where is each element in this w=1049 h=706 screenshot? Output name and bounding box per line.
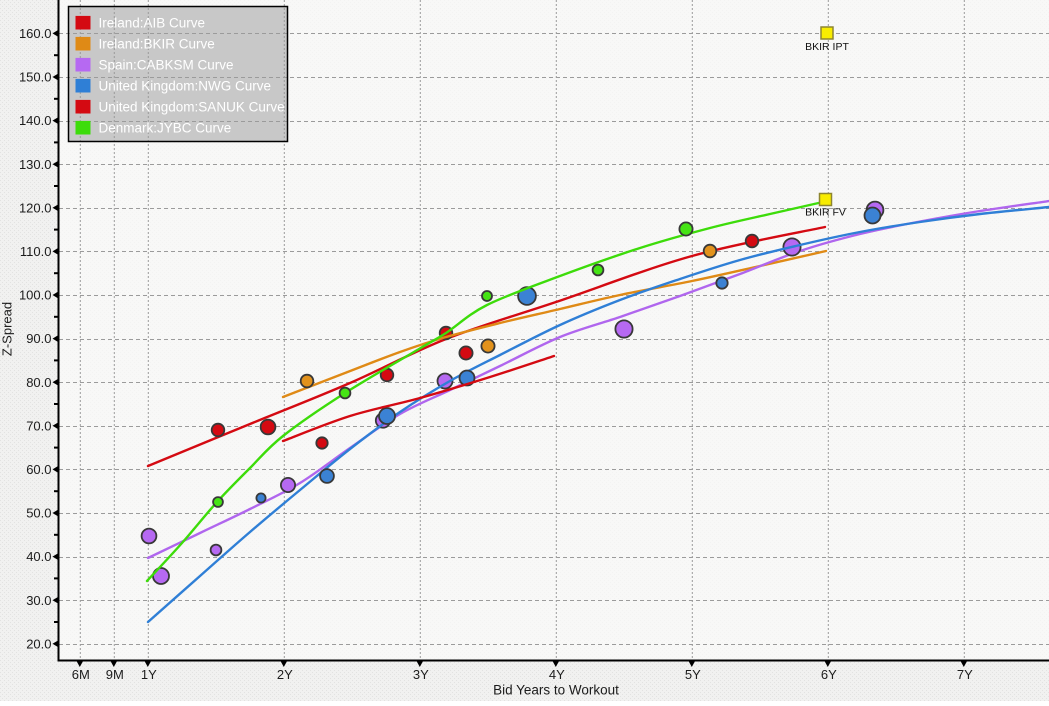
svg-text:1Y: 1Y: [141, 667, 157, 682]
svg-text:120.0: 120.0: [19, 200, 52, 215]
svg-text:3Y: 3Y: [413, 667, 429, 682]
svg-text:BKIR IPT: BKIR IPT: [805, 41, 849, 53]
svg-text:160.0: 160.0: [19, 26, 52, 41]
svg-text:90.0: 90.0: [26, 331, 51, 346]
svg-text:60.0: 60.0: [26, 462, 51, 477]
svg-text:United Kingdom:SANUK Curve: United Kingdom:SANUK Curve: [99, 100, 285, 115]
svg-text:Denmark:JYBC Curve: Denmark:JYBC Curve: [99, 121, 232, 136]
svg-text:5Y: 5Y: [685, 667, 701, 682]
svg-text:110.0: 110.0: [20, 244, 52, 259]
svg-text:20.0: 20.0: [26, 636, 51, 651]
svg-text:80.0: 80.0: [26, 375, 51, 390]
svg-text:2Y: 2Y: [277, 667, 293, 682]
svg-text:BKIR FV: BKIR FV: [805, 207, 846, 219]
svg-text:130.0: 130.0: [19, 157, 52, 172]
svg-text:6M: 6M: [72, 667, 90, 682]
svg-text:70.0: 70.0: [26, 418, 51, 433]
svg-text:Ireland:BKIR Curve: Ireland:BKIR Curve: [99, 37, 215, 52]
svg-text:6Y: 6Y: [821, 667, 837, 682]
svg-text:40.0: 40.0: [26, 549, 51, 564]
svg-text:150.0: 150.0: [19, 70, 52, 85]
svg-text:140.0: 140.0: [19, 113, 52, 128]
svg-text:Bid Years to Workout: Bid Years to Workout: [493, 683, 619, 698]
svg-text:Spain:CABKSM Curve: Spain:CABKSM Curve: [99, 58, 234, 73]
svg-text:Z-Spread: Z-Spread: [0, 302, 15, 356]
svg-text:4Y: 4Y: [549, 667, 565, 682]
svg-text:United Kingdom:NWG Curve: United Kingdom:NWG Curve: [99, 79, 272, 94]
svg-text:7Y: 7Y: [957, 667, 973, 682]
svg-text:30.0: 30.0: [26, 593, 51, 608]
svg-text:9M: 9M: [106, 667, 124, 682]
svg-text:50.0: 50.0: [26, 506, 51, 521]
svg-text:100.0: 100.0: [19, 288, 52, 303]
svg-text:Ireland:AIB Curve: Ireland:AIB Curve: [99, 16, 206, 31]
